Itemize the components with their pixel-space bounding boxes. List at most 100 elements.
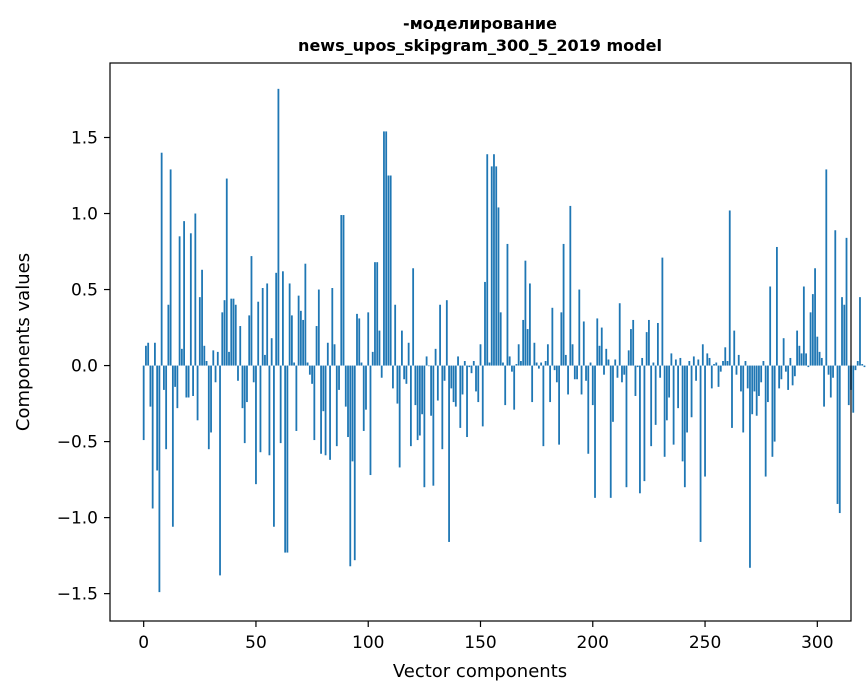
bar-component-288 xyxy=(789,357,792,366)
bar-component-47 xyxy=(248,315,251,366)
bar-component-214 xyxy=(623,365,626,375)
bar-component-8 xyxy=(160,152,163,366)
bar-component-71 xyxy=(302,319,305,366)
bar-component-187 xyxy=(562,243,565,366)
bar-component-95 xyxy=(356,313,358,366)
bar-component-296 xyxy=(807,365,810,368)
bar-component-51 xyxy=(257,301,260,366)
bar-component-261 xyxy=(728,210,731,366)
bar-component-223 xyxy=(643,365,646,482)
bar-component-137 xyxy=(450,365,453,389)
bar-component-61 xyxy=(279,365,282,444)
bar-component-74 xyxy=(308,365,311,375)
bar-component-144 xyxy=(466,365,468,438)
bar-component-186 xyxy=(560,312,563,366)
bar-component-90 xyxy=(344,365,347,407)
bar-component-44 xyxy=(241,365,244,409)
bar-component-230 xyxy=(659,365,662,378)
bar-component-53 xyxy=(261,288,264,366)
bar-component-248 xyxy=(699,365,702,542)
bar-component-169 xyxy=(522,319,525,366)
bar-component-180 xyxy=(546,344,549,366)
x-tick-label: 100 xyxy=(352,633,384,653)
bar-component-70 xyxy=(299,310,302,366)
bar-component-123 xyxy=(418,365,421,436)
y-axis-ticks: −1.5 −1.0 −0.5 0.0 0.5 1.0 1.5 xyxy=(57,129,110,605)
bar-component-320 xyxy=(861,364,864,366)
bar-component-27 xyxy=(203,345,206,366)
bar-component-270 xyxy=(749,365,751,568)
y-tick-label: 1.5 xyxy=(71,129,98,149)
bar-component-212 xyxy=(618,303,621,366)
bar-component-102 xyxy=(371,351,374,366)
bar-component-152 xyxy=(484,281,486,366)
bar-component-160 xyxy=(502,362,504,366)
x-tick-label: 300 xyxy=(801,633,833,653)
bar-component-153 xyxy=(486,154,489,366)
bar-component-127 xyxy=(427,365,430,367)
bar-component-143 xyxy=(463,361,466,366)
bar-component-287 xyxy=(787,365,790,390)
bar-component-253 xyxy=(710,365,713,389)
bar-component-175 xyxy=(535,362,538,366)
bar-component-216 xyxy=(627,350,630,366)
bar-component-39 xyxy=(230,298,233,366)
bar-component-68 xyxy=(295,365,298,431)
bar-component-284 xyxy=(780,365,783,380)
bar-component-301 xyxy=(818,351,821,366)
bar-component-82 xyxy=(326,342,329,366)
bar-component-227 xyxy=(652,362,655,366)
bar-component-182 xyxy=(551,307,554,366)
bar-component-302 xyxy=(820,357,823,366)
bar-component-311 xyxy=(841,297,843,366)
bar-component-1 xyxy=(145,345,147,366)
bar-component-235 xyxy=(670,353,673,366)
bar-component-125 xyxy=(423,365,426,488)
bar-component-194 xyxy=(578,289,581,366)
bar-component-200 xyxy=(591,365,594,406)
bar-component-269 xyxy=(746,365,749,389)
bar-component-258 xyxy=(722,361,724,366)
bar-component-156 xyxy=(493,154,495,366)
x-tick-label: 150 xyxy=(464,633,496,653)
bar-component-148 xyxy=(475,365,477,392)
bar-component-196 xyxy=(582,321,585,366)
bar-component-15 xyxy=(176,365,179,409)
bar-component-76 xyxy=(313,365,316,441)
bar-component-275 xyxy=(760,365,763,383)
bar-component-307 xyxy=(832,365,834,378)
bar-component-12 xyxy=(169,169,172,366)
bar-component-10 xyxy=(165,365,168,450)
bar-component-198 xyxy=(587,365,590,454)
bar-component-206 xyxy=(605,348,608,366)
bar-component-57 xyxy=(270,338,273,366)
bar-component-50 xyxy=(255,365,257,485)
bar-component-29 xyxy=(207,365,210,450)
bar-component-252 xyxy=(708,357,711,366)
bar-component-77 xyxy=(315,326,318,366)
y-tick-label: 0.0 xyxy=(71,357,98,377)
bar-component-99 xyxy=(365,365,367,410)
bar-component-63 xyxy=(284,365,287,553)
bar-component-147 xyxy=(472,361,475,366)
bar-component-65 xyxy=(288,283,291,366)
bar-component-210 xyxy=(614,359,617,366)
bar-component-33 xyxy=(216,351,219,366)
bar-component-203 xyxy=(598,345,601,366)
bar-component-201 xyxy=(594,365,596,498)
bar-component-36 xyxy=(223,300,226,366)
bar-component-13 xyxy=(171,365,174,527)
bar-component-4 xyxy=(151,365,154,509)
bar-component-146 xyxy=(470,365,473,374)
bar-component-129 xyxy=(432,365,435,486)
bar-component-222 xyxy=(641,357,644,366)
bar-component-318 xyxy=(856,361,859,366)
y-axis-label: Components values xyxy=(13,253,34,431)
bar-component-292 xyxy=(798,345,801,366)
bar-component-136 xyxy=(448,365,450,542)
bar-component-314 xyxy=(847,365,850,406)
chart-title-line-2: news_upos_skipgram_300_5_2019 model xyxy=(298,36,662,55)
bar-component-84 xyxy=(331,288,334,366)
bar-component-64 xyxy=(286,365,289,553)
